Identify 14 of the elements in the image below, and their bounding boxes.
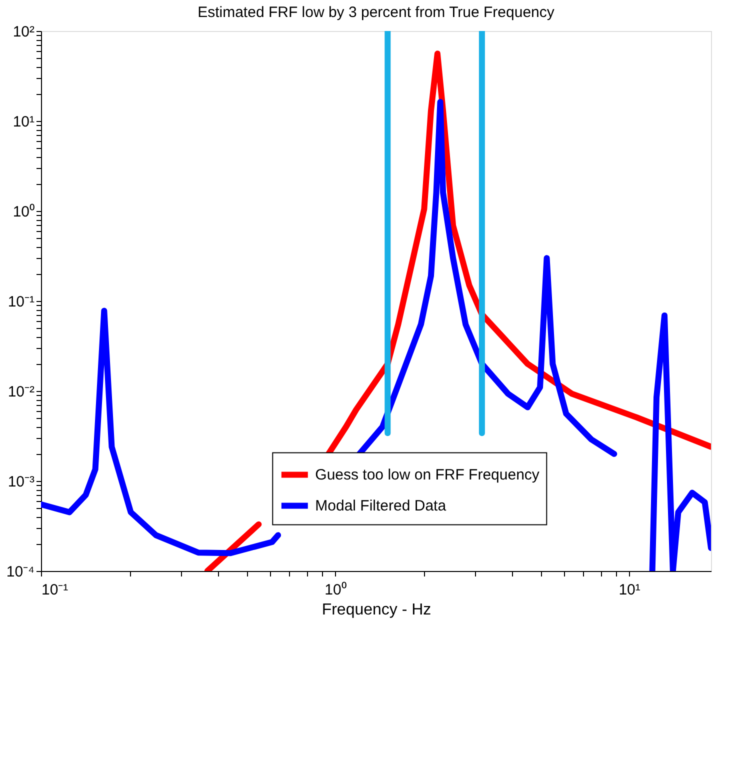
y-tick-label: 10² <box>12 24 34 40</box>
x-tick-label: 10¹ <box>618 582 640 598</box>
chart-title: Estimated FRF low by 3 percent from True Frequency <box>198 4 555 21</box>
legend-label: Guess too low on FRF Frequency <box>315 466 540 484</box>
y-tick-label: 10⁻³ <box>8 474 34 490</box>
y-tick-label: 10¹ <box>12 114 34 130</box>
y-tick-label: 10⁻² <box>8 384 34 400</box>
y-tick-label: 10⁰ <box>12 204 34 220</box>
x-tick-label: 10⁰ <box>324 582 346 598</box>
y-tick-label: 10⁻¹ <box>8 294 34 310</box>
x-axis-title: Frequency - Hz <box>322 602 432 618</box>
y-tick-label: 10⁻⁴ <box>6 564 34 580</box>
legend-label: Modal Filtered Data <box>315 498 447 515</box>
x-tick-label: 10⁻¹ <box>42 582 68 598</box>
